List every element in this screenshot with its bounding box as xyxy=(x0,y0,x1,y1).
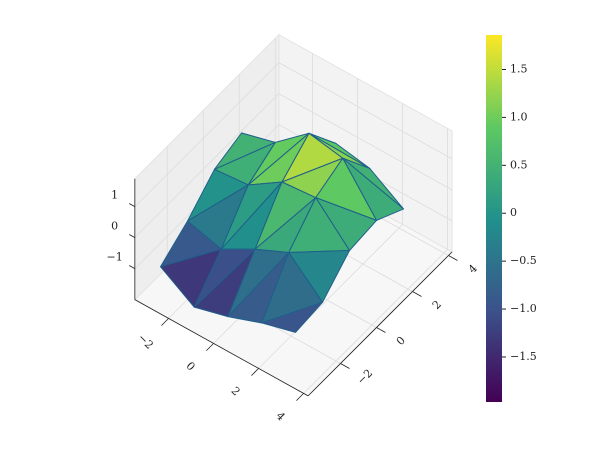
tick-mark xyxy=(161,318,169,326)
grid-line xyxy=(278,93,453,191)
z-tick-label: 0 xyxy=(111,219,118,232)
y-tick-label: −2 xyxy=(355,367,376,388)
tick-mark xyxy=(129,265,136,269)
tick-mark xyxy=(340,363,350,369)
colorbar-tick-label: −0.5 xyxy=(510,254,537,267)
grid-line xyxy=(258,224,403,369)
colorbar-tick-label: −1.0 xyxy=(510,302,537,315)
grid-line xyxy=(303,249,448,394)
colorbar xyxy=(486,35,502,402)
x-tick-label: 0 xyxy=(183,359,197,373)
tick-mark xyxy=(448,255,458,261)
x-tick-label: 2 xyxy=(228,384,242,398)
y-tick-label: 4 xyxy=(466,262,480,276)
colorbar-tick-label: −1.5 xyxy=(510,350,537,363)
tick-mark xyxy=(296,393,304,401)
axis-line xyxy=(134,299,309,397)
colorbar-tick-label: 1.0 xyxy=(510,110,528,123)
x-tick-label: −2 xyxy=(135,331,156,352)
grid-line xyxy=(134,93,280,238)
z-tick-label: −1 xyxy=(106,250,122,263)
colorbar-tick-label: 0.5 xyxy=(510,158,528,171)
tick-mark xyxy=(129,203,136,207)
tick-mark xyxy=(412,291,422,297)
tick-mark xyxy=(251,368,259,376)
y-tick-label: 0 xyxy=(394,334,408,348)
y-tick-label: 2 xyxy=(430,298,444,312)
z-tick-label: 1 xyxy=(111,188,118,201)
tick-mark xyxy=(376,327,386,333)
surface-triangle xyxy=(261,301,323,333)
tick-mark xyxy=(206,343,214,351)
grid-line xyxy=(278,62,453,160)
axis-line xyxy=(307,251,453,397)
tick-mark xyxy=(129,234,136,238)
colorbar-tick-label: 0 xyxy=(510,206,517,219)
colorbar-tick-label: 1.5 xyxy=(510,62,528,75)
grid-line xyxy=(134,62,280,207)
x-tick-label: 4 xyxy=(273,409,287,423)
